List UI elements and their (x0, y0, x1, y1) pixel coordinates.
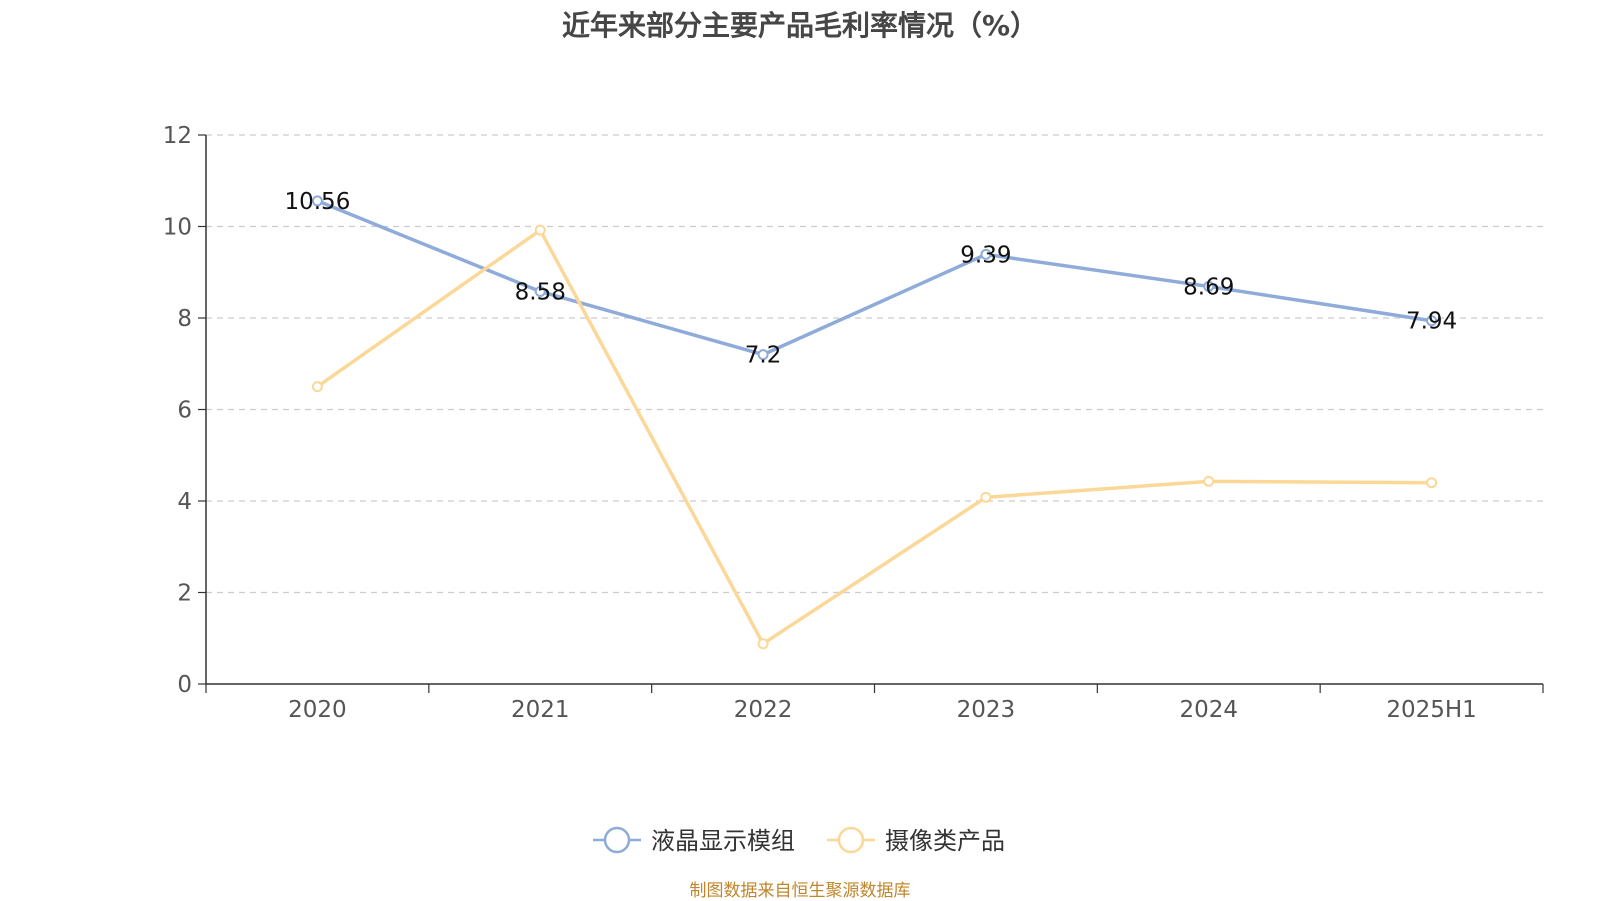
chart-title: 近年来部分主要产品毛利率情况（%） (561, 9, 1039, 42)
legend-label-1: 液晶显示模组 (651, 827, 795, 855)
x-tick-label: 2025H1 (1386, 697, 1476, 723)
data-label-series-1: 9.39 (960, 242, 1011, 268)
data-point-series-2 (980, 491, 992, 503)
y-tick-label: 12 (163, 123, 192, 149)
legend-marker-1 (603, 826, 631, 854)
legend-marker-2 (837, 826, 865, 854)
data-point-series-1 (1203, 280, 1215, 292)
x-tick-label: 2021 (511, 697, 570, 723)
data-point-series-2 (534, 224, 546, 236)
y-tick-label: 8 (177, 306, 192, 332)
data-label-series-1: 10.56 (284, 189, 350, 215)
data-point-series-1 (311, 195, 323, 207)
data-point-series-1 (534, 285, 546, 297)
data-label-series-1: 7.2 (745, 343, 782, 369)
x-tick-label: 2023 (957, 697, 1016, 723)
data-point-series-2 (311, 381, 323, 393)
data-point-series-1 (980, 248, 992, 260)
series-line-1 (316, 199, 1432, 357)
x-tick-label: 2020 (288, 697, 347, 723)
y-tick-label: 6 (177, 398, 192, 424)
y-tick-label: 0 (177, 672, 192, 698)
data-point-series-2 (1203, 475, 1215, 487)
data-point-series-2 (1426, 477, 1438, 489)
data-source-note: 制图数据来自恒生聚源数据库 (689, 881, 911, 901)
x-tick-label: 2024 (1179, 697, 1238, 723)
data-point-series-2 (757, 638, 769, 650)
data-point-series-1 (757, 349, 769, 361)
y-tick-label: 10 (163, 215, 192, 241)
data-label-series-1: 8.58 (515, 279, 566, 305)
x-tick-label: 2022 (734, 697, 793, 723)
data-label-series-1: 8.69 (1183, 274, 1234, 300)
data-label-series-1: 7.94 (1406, 309, 1457, 335)
legend-label-2: 摄像类产品 (885, 827, 1005, 855)
y-tick-label: 2 (177, 581, 192, 607)
data-point-series-1 (1426, 315, 1438, 327)
y-tick-label: 4 (177, 489, 192, 515)
series-line-2 (316, 228, 1432, 646)
